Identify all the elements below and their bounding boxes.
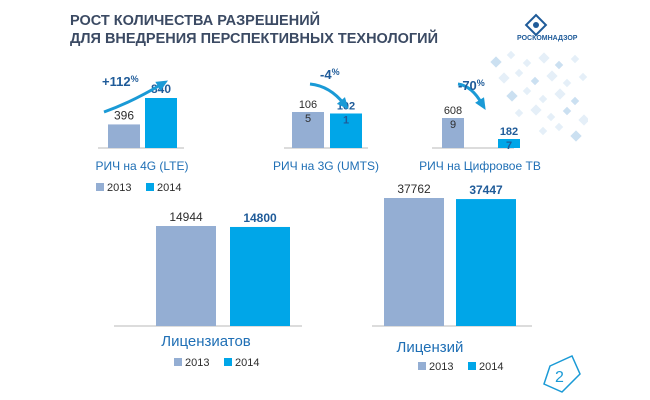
value-label-2014-cont: 1 bbox=[343, 114, 349, 126]
legend-swatch-2014 bbox=[224, 358, 232, 366]
change-unit: % bbox=[131, 74, 139, 84]
slide-canvas: РОСТ КОЛИЧЕСТВА РАЗРЕШЕНИЙ ДЛЯ ВНЕДРЕНИЯ… bbox=[70, 11, 588, 393]
deco-cell bbox=[578, 72, 588, 82]
change-arrow-head bbox=[155, 80, 169, 91]
deco-cell bbox=[538, 94, 548, 104]
legend-swatch-2014 bbox=[468, 362, 476, 370]
value-label-2013: 608 bbox=[444, 105, 462, 117]
deco-cell bbox=[522, 58, 532, 68]
title-line-2: ДЛЯ ВНЕДРЕНИЯ ПЕРСПЕКТИВНЫХ ТЕХНОЛОГИЙ bbox=[70, 29, 438, 47]
legend-label-2013: 2013 bbox=[185, 357, 209, 369]
chart-umts: 10651021РИЧ на 3G (UMTS)-4% bbox=[273, 67, 379, 173]
deco-cell bbox=[546, 112, 556, 122]
value-label-2013: 396 bbox=[114, 108, 134, 122]
deco-cell bbox=[506, 50, 516, 60]
change-unit: % bbox=[477, 78, 485, 88]
category-label: РИЧ на 3G (UMTS) bbox=[273, 159, 379, 173]
chart-licenses: 37762 37447 Лицензий 2013 2014 bbox=[372, 182, 532, 373]
legend-swatch-2013 bbox=[174, 358, 182, 366]
logo-icon bbox=[524, 13, 548, 37]
change-arrow-head bbox=[475, 97, 486, 110]
deco-cell bbox=[578, 114, 588, 126]
value-label-2013: 14944 bbox=[169, 210, 203, 224]
deco-cell bbox=[562, 78, 572, 88]
logo-text: РОСКОМНАДЗОР bbox=[517, 35, 578, 42]
value-label-2014: 37447 bbox=[469, 183, 503, 197]
value-label-2013-cont: 9 bbox=[450, 119, 456, 131]
value-label-2014: 14800 bbox=[243, 211, 277, 225]
page-number-badge: 2 bbox=[543, 355, 581, 393]
legend: 2013 2014 bbox=[96, 182, 181, 194]
deco-cell bbox=[570, 130, 582, 142]
deco-cell bbox=[546, 70, 558, 82]
deco-cell bbox=[530, 104, 542, 116]
legend-label-2014: 2014 bbox=[479, 361, 503, 373]
bar-2014 bbox=[330, 113, 362, 148]
bar-2013 bbox=[442, 118, 464, 148]
deco-cell bbox=[554, 122, 564, 132]
legend-swatch-2014 bbox=[146, 183, 154, 191]
deco-cell bbox=[530, 76, 540, 86]
chart-licensees: 14944 14800 Лицензиатов 2013 2014 bbox=[114, 210, 302, 369]
legend: 2013 2014 bbox=[174, 357, 259, 369]
change-unit: % bbox=[332, 67, 340, 77]
slide: РОСТ КОЛИЧЕСТВА РАЗРЕШЕНИЙ ДЛЯ ВНЕДРЕНИЯ… bbox=[62, 0, 588, 400]
bar-2014 bbox=[498, 138, 520, 148]
bar-2013 bbox=[384, 198, 444, 326]
bar-2014 bbox=[145, 98, 177, 148]
legend-label-2014: 2014 bbox=[157, 182, 181, 194]
change-arrow bbox=[103, 82, 163, 114]
deco-cell bbox=[554, 60, 564, 70]
deco-cell bbox=[570, 96, 580, 106]
category-label: Лицензий bbox=[397, 339, 464, 356]
bar-2013 bbox=[292, 112, 324, 148]
logo: РОСКОМНАДЗОР bbox=[517, 13, 578, 42]
deco-cell bbox=[490, 56, 502, 68]
value-label-2013: 37762 bbox=[397, 182, 431, 196]
deco-cell bbox=[514, 68, 524, 78]
legend-label-2013: 2013 bbox=[107, 182, 131, 194]
bar-2013 bbox=[156, 226, 216, 326]
legend-label-2013: 2013 bbox=[429, 361, 453, 373]
legend-swatch-2013 bbox=[96, 183, 104, 191]
deco-cell bbox=[570, 54, 580, 64]
bar-2014 bbox=[456, 199, 516, 326]
deco-cell bbox=[522, 86, 532, 96]
deco-cell bbox=[498, 72, 510, 84]
page-number: 2 bbox=[555, 369, 564, 386]
deco-cell bbox=[554, 88, 566, 100]
value-label-2013-cont: 5 bbox=[305, 113, 311, 125]
value-label-2014: 182 bbox=[500, 126, 518, 138]
deco-cell bbox=[538, 126, 548, 136]
deco-cell bbox=[562, 106, 572, 116]
category-label: РИЧ на 4G (LTE) bbox=[95, 159, 188, 173]
title-line-1: РОСТ КОЛИЧЕСТВА РАЗРЕШЕНИЙ bbox=[70, 11, 320, 29]
legend-swatch-2013 bbox=[418, 362, 426, 370]
bar-2014 bbox=[230, 226, 290, 326]
bar-2013 bbox=[108, 124, 140, 148]
category-label: Лицензиатов bbox=[161, 333, 251, 350]
deco-cell bbox=[506, 90, 518, 102]
legend: 2013 2014 bbox=[418, 361, 503, 373]
change-label: -70% bbox=[458, 78, 485, 93]
legend-label-2014: 2014 bbox=[235, 357, 259, 369]
value-label-2014-cont: 7 bbox=[506, 140, 512, 152]
change-label: +112% bbox=[102, 74, 139, 89]
category-label: РИЧ на Цифровое ТВ bbox=[419, 159, 541, 173]
value-label-2013: 106 bbox=[299, 99, 317, 111]
deco-cell bbox=[514, 108, 524, 118]
chart-digital-tv: 608 9 182 7 РИЧ на Цифровое ТВ -70% bbox=[419, 78, 541, 173]
deco-cell bbox=[538, 52, 550, 64]
change-arrow-head bbox=[337, 97, 349, 110]
change-label: -4% bbox=[320, 67, 340, 82]
